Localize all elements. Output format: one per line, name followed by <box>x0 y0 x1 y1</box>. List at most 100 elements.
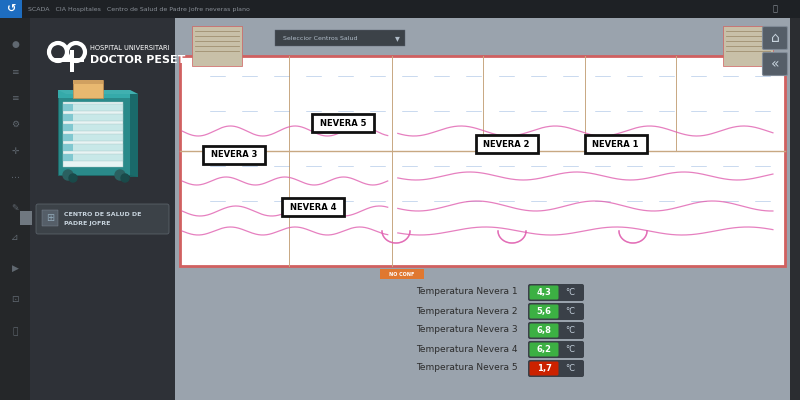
Polygon shape <box>130 90 138 177</box>
Text: 1,7: 1,7 <box>537 364 551 373</box>
Text: ⊞: ⊞ <box>46 213 54 223</box>
Text: Seleccior Centros Salud: Seleccior Centros Salud <box>283 36 358 40</box>
Text: Temperatura Nevera 1: Temperatura Nevera 1 <box>416 288 518 296</box>
Bar <box>58 90 130 175</box>
FancyBboxPatch shape <box>528 322 584 339</box>
Bar <box>20 211 32 225</box>
Text: °C: °C <box>565 345 575 354</box>
Text: °C: °C <box>565 364 575 373</box>
Text: 🔔: 🔔 <box>773 4 778 14</box>
Bar <box>175 18 800 400</box>
Text: °C: °C <box>565 326 575 335</box>
Text: HOSPITAL UNIVERSITARI: HOSPITAL UNIVERSITARI <box>90 45 170 51</box>
Bar <box>63 104 73 111</box>
FancyBboxPatch shape <box>528 284 584 301</box>
FancyBboxPatch shape <box>36 204 169 234</box>
Bar <box>476 135 538 153</box>
Text: ✎: ✎ <box>11 204 18 212</box>
Text: CENTRO DE SALUD DE: CENTRO DE SALUD DE <box>64 212 142 216</box>
Bar <box>63 134 123 141</box>
Text: Temperatura Nevera 2: Temperatura Nevera 2 <box>417 306 518 316</box>
Bar <box>63 154 123 161</box>
Bar <box>63 124 123 131</box>
Bar <box>180 56 785 266</box>
FancyBboxPatch shape <box>528 360 584 377</box>
Bar <box>63 114 73 121</box>
FancyBboxPatch shape <box>528 303 584 320</box>
Text: ▶: ▶ <box>11 264 18 272</box>
Bar <box>63 124 73 131</box>
FancyBboxPatch shape <box>528 341 584 358</box>
Text: NEVERA 5: NEVERA 5 <box>320 119 366 128</box>
Text: SCADA   CIA Hospitales   Centro de Salud de Padre Jofre neveras plano: SCADA CIA Hospitales Centro de Salud de … <box>28 6 250 12</box>
Bar <box>0 0 800 18</box>
Bar <box>203 146 266 164</box>
Text: °C: °C <box>565 307 575 316</box>
Text: ⌂: ⌂ <box>770 31 779 45</box>
Bar <box>73 80 103 84</box>
Bar <box>312 114 374 132</box>
Text: ⋯: ⋯ <box>10 174 19 182</box>
Bar <box>63 154 73 161</box>
FancyBboxPatch shape <box>762 26 787 50</box>
Text: ✛: ✛ <box>11 148 18 156</box>
Text: ⊿: ⊿ <box>11 234 18 242</box>
Bar <box>130 94 138 177</box>
Text: PADRE JOFRE: PADRE JOFRE <box>64 222 110 226</box>
Bar <box>63 114 123 121</box>
Text: DOCTOR PESET: DOCTOR PESET <box>90 55 186 65</box>
FancyBboxPatch shape <box>530 362 558 376</box>
Circle shape <box>115 170 125 180</box>
Bar <box>63 134 73 141</box>
Text: NEVERA 3: NEVERA 3 <box>211 150 258 159</box>
Bar <box>585 135 646 153</box>
Text: 6,2: 6,2 <box>537 345 551 354</box>
Text: °C: °C <box>565 288 575 297</box>
Bar <box>63 104 123 111</box>
Circle shape <box>69 174 77 182</box>
Polygon shape <box>58 90 138 94</box>
Bar <box>192 26 242 66</box>
Text: 📄: 📄 <box>12 328 18 336</box>
Bar <box>275 30 405 46</box>
Bar <box>63 144 73 151</box>
Text: 4,3: 4,3 <box>537 288 551 297</box>
Text: ⊡: ⊡ <box>11 296 18 304</box>
Text: ▾: ▾ <box>394 33 399 43</box>
Bar <box>0 0 22 18</box>
Text: ⚙: ⚙ <box>11 120 19 128</box>
Text: Temperatura Nevera 5: Temperatura Nevera 5 <box>416 364 518 372</box>
Text: Temperatura Nevera 3: Temperatura Nevera 3 <box>416 326 518 334</box>
Bar <box>0 18 30 400</box>
Bar <box>73 80 103 98</box>
Text: NEVERA 1: NEVERA 1 <box>592 140 639 149</box>
Text: 6,8: 6,8 <box>537 326 551 335</box>
Bar <box>282 198 344 216</box>
FancyBboxPatch shape <box>530 342 558 356</box>
Bar <box>380 269 424 279</box>
FancyBboxPatch shape <box>762 52 787 76</box>
Bar <box>63 144 123 151</box>
Circle shape <box>63 170 73 180</box>
Text: ≡: ≡ <box>11 68 18 76</box>
Text: ↺: ↺ <box>6 4 16 14</box>
FancyBboxPatch shape <box>530 304 558 318</box>
Bar <box>54 58 84 62</box>
Text: ●: ● <box>11 40 19 50</box>
Bar <box>723 26 773 66</box>
Text: Temperatura Nevera 4: Temperatura Nevera 4 <box>417 344 518 354</box>
FancyBboxPatch shape <box>530 286 558 300</box>
Bar <box>63 102 123 167</box>
Text: ≡: ≡ <box>11 94 18 102</box>
Text: NO CONF: NO CONF <box>389 272 414 276</box>
FancyBboxPatch shape <box>530 324 558 338</box>
Bar <box>70 50 74 72</box>
Bar <box>58 90 130 98</box>
Circle shape <box>121 174 129 182</box>
Text: «: « <box>770 57 779 71</box>
Bar <box>30 18 175 400</box>
Text: NEVERA 4: NEVERA 4 <box>290 203 336 212</box>
Text: NEVERA 2: NEVERA 2 <box>483 140 530 149</box>
Bar <box>790 18 800 400</box>
Bar <box>42 210 58 226</box>
